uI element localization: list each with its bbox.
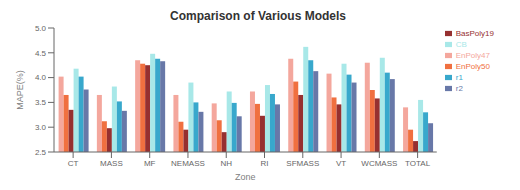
html-text:r1: r1 <box>455 73 463 82</box>
svg-text:CT: CT <box>68 159 79 168</box>
svg-text:MASS: MASS <box>100 159 123 168</box>
svg-text:NEMASS: NEMASS <box>171 159 205 168</box>
html-text:EnPoly47: EnPoly47 <box>455 51 490 60</box>
svg-text:SFMASS: SFMASS <box>286 159 319 168</box>
html-text:EnPoly50: EnPoly50 <box>455 62 490 71</box>
svg-text:NH: NH <box>220 159 232 168</box>
html-text:BasPoly19: BasPoly19 <box>455 29 494 38</box>
svg-text:3.0: 3.0 <box>35 123 47 132</box>
svg-text:WCMASS: WCMASS <box>361 159 397 168</box>
html-text:Comparison of Various Models: Comparison of Various Models <box>170 9 346 23</box>
svg-text:TOTAL: TOTAL <box>405 159 431 168</box>
html-text:r2: r2 <box>455 84 463 93</box>
svg-text:MAPE(%): MAPE(%) <box>15 70 25 110</box>
svg-text:5.0: 5.0 <box>35 24 47 33</box>
svg-text:4.5: 4.5 <box>35 49 47 58</box>
svg-text:3.5: 3.5 <box>35 98 47 107</box>
html-text:CB: CB <box>455 40 467 49</box>
svg-text:2.5: 2.5 <box>35 148 47 157</box>
svg-text:Zone: Zone <box>235 172 256 180</box>
svg-text:4.0: 4.0 <box>35 73 47 82</box>
svg-text:VT: VT <box>336 159 346 168</box>
svg-text:MF: MF <box>144 159 156 168</box>
svg-text:RI: RI <box>261 159 269 168</box>
